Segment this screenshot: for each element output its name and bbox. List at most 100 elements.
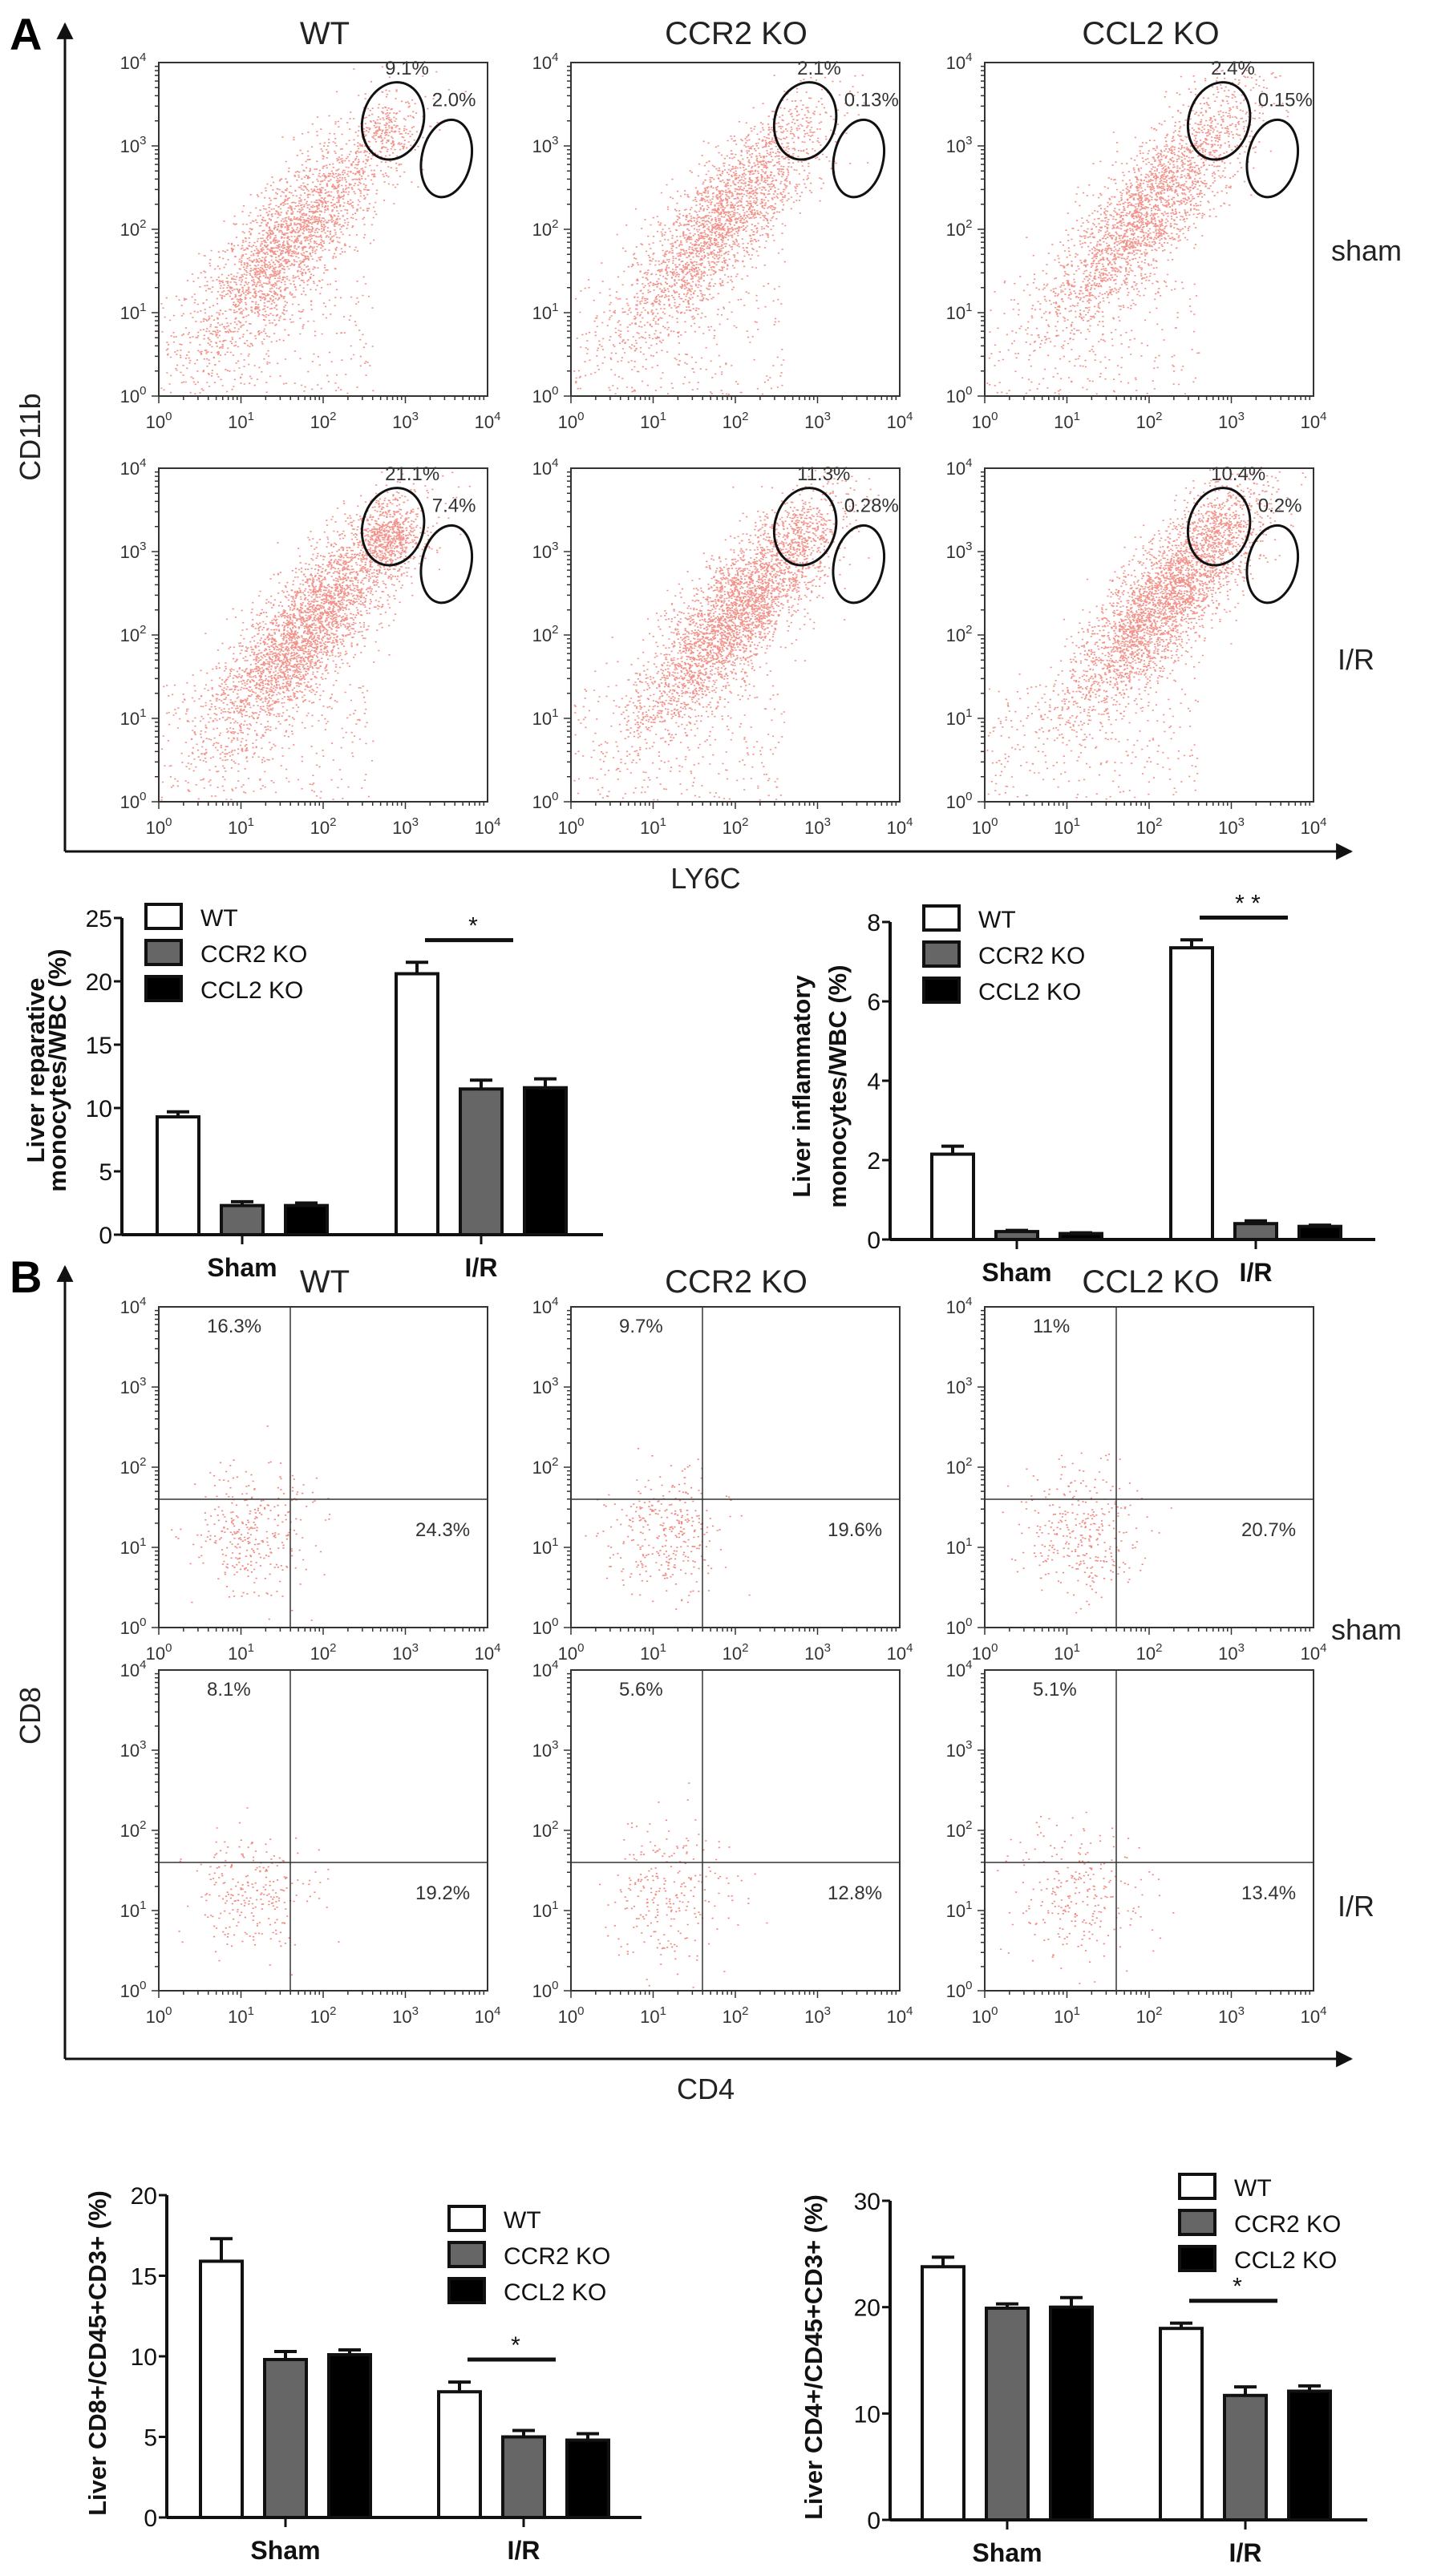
quadrant-percentage-cd4: 19.6% [828, 1519, 882, 1541]
legend-swatch [447, 2205, 486, 2232]
bar-ccl2-ko [1287, 2389, 1332, 2522]
y-axis-title: monocytes/WBC (%) [43, 948, 71, 1191]
legend-label: CCR2 KO [200, 941, 307, 968]
tick-exponent: 3 [824, 1641, 831, 1655]
plot-frame [570, 467, 901, 803]
plot-frame [570, 1669, 901, 1992]
y-tick-label: 100 [120, 1979, 147, 2001]
quadrant-percentage-cd8: 8.1% [207, 1679, 251, 1700]
x-tick-label: 102 [1136, 2004, 1163, 2027]
x-tick-label: 103 [392, 410, 419, 432]
tick-exponent: 0 [577, 1641, 584, 1655]
gate-ellipse-reparative [772, 81, 838, 161]
quadrant-percentage-cd4: 19.2% [415, 1882, 470, 1904]
tick-exponent: 1 [140, 706, 146, 720]
gate-percentage: 2.4% [1211, 58, 1255, 79]
tick-exponent: 2 [1156, 410, 1162, 423]
tick-exponent: 1 [140, 301, 146, 314]
x-tick-label: 100 [558, 2004, 585, 2027]
tick-exponent: 3 [412, 1641, 419, 1655]
tick-exponent: 1 [1074, 815, 1080, 829]
x-tick-label: 103 [1218, 815, 1245, 838]
tick-exponent: 4 [906, 815, 913, 829]
legend-label: WT [1234, 2175, 1272, 2202]
y-tick-label: 0 [144, 2505, 157, 2532]
x-tick-label: 100 [972, 815, 998, 838]
gate-percentage: 0.15% [1258, 89, 1313, 111]
x-tick-label: 104 [1301, 815, 1327, 838]
column-header-ccr2-ko: CCR2 KO [665, 16, 808, 51]
tick-exponent: 0 [140, 1979, 146, 1992]
gate-ellipse-reparative [360, 81, 426, 161]
tick-exponent: 1 [965, 1535, 972, 1549]
tick-exponent: 1 [248, 2004, 254, 2018]
event-dots [160, 471, 471, 801]
bar-ccr2-ko [1223, 2393, 1268, 2522]
tick-exponent: 3 [412, 2004, 419, 2018]
y-tick-label: 103 [946, 134, 973, 156]
bar-ccr2-ko [263, 2358, 308, 2520]
tick-exponent: 2 [1156, 815, 1162, 829]
bar-wt [930, 1152, 975, 1241]
y-tick-label: 102 [946, 217, 973, 240]
bar-ccr2-ko [994, 1230, 1039, 1241]
y-tick-label: 104 [532, 51, 559, 73]
significance-marker: * [511, 2332, 520, 2359]
tick-exponent: 0 [165, 1641, 172, 1655]
bar-ccr2-ko [220, 1203, 265, 1237]
quadrant-percentage-cd8: 5.1% [1033, 1679, 1077, 1700]
tick-exponent: 0 [965, 790, 972, 803]
event-dots [986, 469, 1307, 800]
tick-exponent: 4 [1320, 1641, 1326, 1655]
legend-swatch [447, 2277, 486, 2304]
y-axis-label-cd11b: CD11b [14, 393, 47, 480]
tick-exponent: 3 [1238, 410, 1245, 423]
legend-swatch [922, 977, 961, 1004]
plot-frame [158, 62, 488, 397]
y-tick-label: 104 [120, 1295, 147, 1317]
x-tick-label: 102 [723, 410, 749, 432]
y-tick-label: 100 [120, 790, 147, 812]
y-tick-label: 5 [99, 1159, 112, 1186]
tick-exponent: 4 [140, 1295, 146, 1308]
x-tick-label: 100 [146, 2004, 172, 2027]
legend-swatch [1178, 2245, 1216, 2272]
axis-ticks [152, 1309, 485, 1635]
x-axis-label-ly6c: LY6C [670, 862, 740, 895]
plot-frame [570, 1306, 901, 1628]
tick-exponent: 1 [965, 706, 972, 720]
tick-exponent: 1 [248, 1641, 254, 1655]
gate-ellipse-inflammatory [1245, 118, 1299, 199]
bar-wt [921, 2265, 965, 2522]
legend-label: CCR2 KO [504, 2243, 610, 2270]
bar-ccr2-ko [1233, 1222, 1278, 1241]
bar-chart: 0 10 20 30 Sham I/R * Liver CD4+/CD45+CD3+ (%) W… [799, 2173, 1367, 2567]
tick-exponent: 0 [991, 1641, 998, 1655]
row-label-ir: I/R [1338, 1890, 1374, 1923]
tick-exponent: 3 [552, 1738, 558, 1752]
tick-exponent: 4 [965, 1295, 972, 1308]
gate-ellipse-reparative [1186, 81, 1252, 161]
x-tick-label: 103 [804, 410, 831, 432]
legend-swatch [1178, 2209, 1216, 2236]
gate-ellipse-reparative [360, 487, 426, 567]
x-tick-label: 100 [972, 410, 998, 432]
tick-exponent: 1 [1074, 2004, 1080, 2018]
y-tick-label: 101 [532, 301, 559, 323]
gate-ellipse-inflammatory [832, 524, 885, 605]
category-label: I/R [508, 2536, 540, 2565]
y-tick-label: 103 [120, 134, 147, 156]
tick-exponent: 2 [742, 815, 748, 829]
y-tick-label: 100 [946, 1616, 973, 1638]
y-axis-title: Liver inflammatory [787, 975, 816, 1198]
y-tick-label: 100 [120, 384, 147, 406]
y-tick-label: 100 [532, 1979, 559, 2001]
axis-ticks [152, 1672, 485, 1998]
y-tick-label: 100 [946, 790, 973, 812]
tick-exponent: 4 [906, 2004, 913, 2018]
row-label-sham: sham [1331, 234, 1402, 267]
